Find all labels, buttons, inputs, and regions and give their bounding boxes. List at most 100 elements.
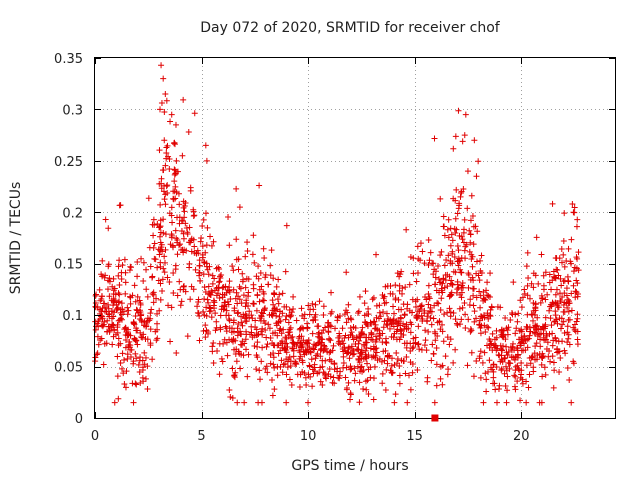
data-point [402,284,409,291]
data-point [511,383,518,390]
data-point [518,304,525,311]
data-point [574,328,581,335]
data-point [265,321,272,328]
data-point [287,324,294,331]
data-point [274,372,281,379]
data-point [259,310,266,317]
data-point [288,334,295,341]
data-point [415,255,422,262]
data-point [283,371,290,378]
data-point [436,279,443,286]
data-point [444,226,451,233]
data-point [508,353,515,360]
data-point [284,364,291,371]
data-point [104,286,111,293]
data-point [241,399,248,406]
data-point [233,289,240,296]
data-point [382,347,389,354]
data-point [352,370,359,377]
data-point [350,323,357,330]
data-point [499,347,506,354]
data-point [270,361,277,368]
data-point [445,252,452,259]
data-point [125,307,132,314]
data-point [105,225,112,232]
data-point [498,352,505,359]
data-point [287,363,294,370]
data-point [171,188,178,195]
data-point [280,326,287,333]
data-point [259,325,266,332]
data-point [558,259,565,266]
data-point [201,284,208,291]
data-point [466,248,473,255]
data-point [469,253,476,260]
data-point [171,141,178,148]
data-point [162,231,169,238]
data-point [132,298,139,305]
data-point [122,269,129,276]
data-point [429,260,436,267]
x-tick-labels: 0 5 10 15 20 [91,429,530,444]
data-point [357,368,364,375]
data-point [196,262,203,269]
data-point [172,262,179,269]
data-point [568,236,575,243]
data-point [525,384,532,391]
data-point [168,232,175,239]
data-point [457,193,464,200]
data-point [278,357,285,364]
data-point [525,335,532,342]
data-point [190,208,197,215]
data-point [262,320,269,327]
data-point [119,350,126,357]
data-point [348,365,355,372]
data-point [441,232,448,239]
data-point [396,273,403,280]
data-point [201,312,208,319]
data-point [141,318,148,325]
data-point [122,344,129,351]
data-point [212,310,219,317]
data-point [215,285,222,292]
data-point [470,302,477,309]
data-point [425,262,432,269]
data-point [446,305,453,312]
data-point [224,286,231,293]
data-point [448,289,455,296]
data-point [421,310,428,317]
data-point [407,329,414,336]
data-point [540,282,547,289]
data-point [246,308,253,315]
data-point [447,292,454,299]
data-point [452,346,459,353]
data-point [112,297,119,304]
data-point [121,356,128,363]
data-point [362,378,369,385]
data-point [149,290,156,297]
data-point [258,283,265,290]
data-point [249,251,256,258]
data-point [371,363,378,370]
data-point [365,305,372,312]
data-point [384,352,391,359]
data-point [430,351,437,358]
data-point [519,294,526,301]
data-point [356,359,363,366]
data-point [425,301,432,308]
data-point [379,339,386,346]
data-point [384,360,391,367]
data-point [179,246,186,253]
data-point [262,271,269,278]
data-point [319,381,326,388]
data-point [503,367,510,374]
data-point [250,300,257,307]
data-point [542,371,549,378]
data-point [509,343,516,350]
data-point [514,362,521,369]
data-point [110,275,117,282]
data-point [223,325,230,332]
data-point [203,157,210,164]
data-point [115,335,122,342]
data-point [459,304,466,311]
